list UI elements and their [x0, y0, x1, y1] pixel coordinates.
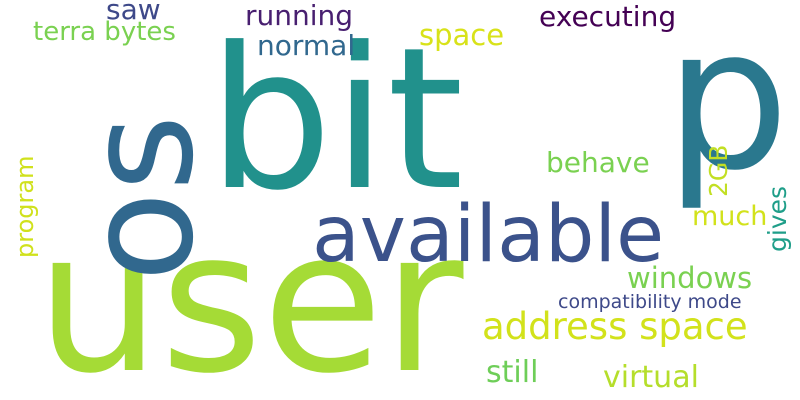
word-p: p: [665, 0, 790, 214]
word-compatibility-mode: compatibility mode: [558, 291, 742, 313]
word-virtual: virtual: [603, 360, 699, 395]
word-bit: bit: [208, 6, 464, 234]
word-still: still: [486, 355, 539, 390]
word-executing: executing: [539, 0, 677, 33]
word-2gb: 2GB: [704, 144, 733, 197]
word-space: space: [419, 18, 505, 52]
word-much: much: [692, 201, 768, 232]
word-available: available: [312, 190, 665, 280]
word-user: user: [36, 189, 464, 400]
word-normal: normal: [257, 29, 356, 62]
word-address-space: address space: [482, 305, 748, 348]
word-windows: windows: [627, 261, 753, 295]
word-terra-bytes: terra bytes: [33, 17, 176, 47]
word-os: os: [54, 114, 226, 282]
word-running: running: [245, 0, 354, 32]
word-program: program: [11, 155, 39, 258]
word-gives: gives: [763, 185, 792, 252]
word-saw: saw: [106, 0, 161, 26]
word-behave: behave: [546, 146, 650, 179]
